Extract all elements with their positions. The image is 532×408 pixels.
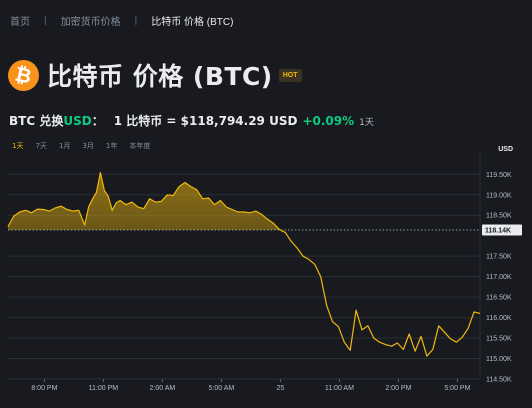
y-tick-label: 119.50K [486,172,512,179]
bitcoin-icon: ₿ [8,59,39,91]
breadcrumb-separator-icon: | [134,15,138,26]
x-tick-label: 25 [276,385,284,392]
y-tick-label: 116.00K [486,315,512,322]
time-range-tabs: 1天 7天 1月 3月 1年 本年度 [12,141,162,151]
page-header: ₿ 比特币 价格 (BTC) HOT [8,57,302,93]
y-tick-label: 118.50K [486,213,512,220]
page-title: 比特币 价格 (BTC) [47,62,273,91]
x-tick-label: 8:00 PM [31,385,57,392]
price-quote: 1 比特币 = $118,794.29 USD [113,114,298,128]
price-chart[interactable]: 119.50K 119.00K 118.50K 117.50K 117.00K 116.5… [0,150,532,408]
current-price-tag [482,224,522,236]
x-tick-label: 11:00 PM [89,385,119,392]
range-tab[interactable]: 1月 [58,142,71,150]
pair-prefix: BTC 兑换 [9,114,64,128]
x-tick-label: 5:00 PM [444,385,470,392]
y-tick-label: 116.50K [486,295,512,302]
range-tab[interactable]: 1天 [12,142,24,150]
hot-badge: HOT [278,68,302,82]
chart-currency-label: USD [498,146,513,153]
range-tab[interactable]: 3月 [82,142,94,150]
breadcrumb-home-link[interactable]: 首页 [10,17,30,28]
price-period: 1天 [359,118,374,128]
price-change: +0.09% [302,114,355,128]
y-tick-label: 117.50K [486,254,512,261]
y-tick-label: 117.00K [486,274,512,281]
breadcrumb-current: 比特币 价格 (BTC) [151,17,234,28]
range-tab[interactable]: 1年 [105,142,118,150]
breadcrumb-crypto-prices-link[interactable]: 加密货币价格 [60,17,121,28]
y-tick-label: 119.00K [486,192,512,199]
x-tick-label: 2:00 AM [150,385,176,392]
range-tab[interactable]: 7天 [35,142,47,150]
price-colon: ： [91,114,104,128]
price-series-line [7,172,481,357]
current-price-label: 118.14K [485,227,511,234]
y-tick-label: 115.50K [486,336,512,343]
y-tick-label: 114.50K [486,377,512,384]
currency-selector[interactable]: USD [63,114,92,128]
y-tick-label: 115.00K [486,356,512,363]
breadcrumb: 首页 | 加密货币价格 | 比特币 价格 (BTC) [10,13,233,28]
price-summary: BTC 兑换 USD ： 1 比特币 = $118,794.29 USD +0.… [9,112,374,129]
x-tick-label: 11:00 AM [325,385,354,392]
breadcrumb-separator-icon: | [44,15,47,26]
x-tick-label: 2:00 PM [385,385,411,392]
range-tab[interactable]: 本年度 [129,142,151,150]
price-area-fill [8,172,480,230]
x-tick-label: 5:00 AM [209,385,235,392]
